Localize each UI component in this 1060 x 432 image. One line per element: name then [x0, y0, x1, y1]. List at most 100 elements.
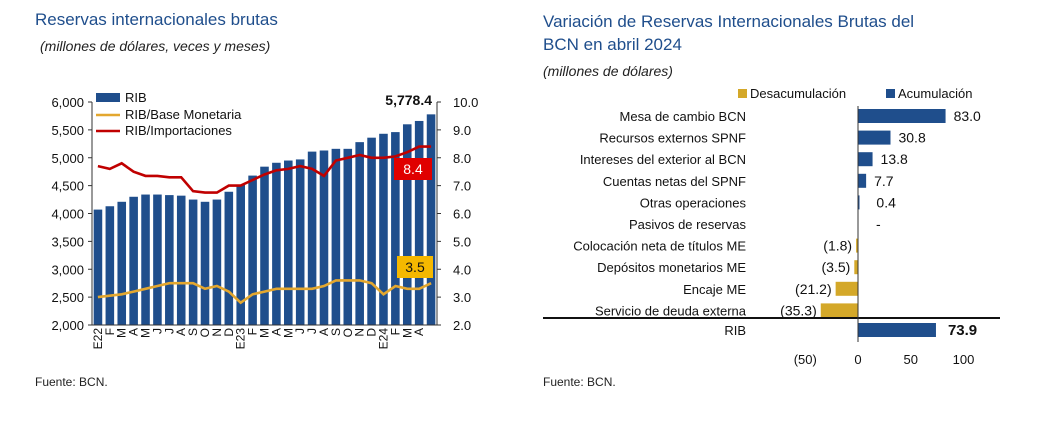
- right-axis-tick-label: 9.0: [453, 123, 471, 138]
- rib-bar: [343, 148, 353, 325]
- rib-bar: [93, 209, 103, 325]
- x-tick-label: M: [139, 328, 153, 338]
- left-chart-subtitle: (millones de dólares, veces y meses): [40, 38, 271, 54]
- x-tick-label: M: [400, 328, 414, 338]
- variation-bar: [820, 303, 858, 318]
- x-tick-label: F: [103, 328, 117, 335]
- variation-bar: [835, 281, 858, 296]
- right-axis-tick-label: 2.0: [453, 318, 471, 333]
- x-tick-label: A: [317, 328, 331, 336]
- x-tick-label: D: [222, 328, 236, 337]
- rib-bar: [414, 120, 424, 325]
- category-label: Otras operaciones: [640, 195, 747, 210]
- right-axis-tick-label: 4.0: [453, 262, 471, 277]
- right-axis-tick-label: 7.0: [453, 179, 471, 194]
- category-label: Encaje ME: [683, 282, 746, 297]
- rib-bar: [141, 194, 150, 325]
- legend-rib-label: RIB: [125, 90, 147, 105]
- variation-bar: [858, 195, 860, 210]
- category-label: Cuentas netas del SPNF: [603, 174, 746, 189]
- rib-bar: [224, 191, 234, 325]
- x-tick-label: M: [115, 328, 129, 338]
- right-chart-title-line2: BCN en abril 2024: [543, 35, 682, 54]
- x-tick-label: M: [281, 328, 295, 338]
- category-label: Pasivos de reservas: [629, 217, 747, 232]
- legend-desacumulacion-label: Desacumulación: [750, 86, 846, 101]
- x-tick-label: J: [293, 328, 307, 334]
- category-label: Mesa de cambio BCN: [620, 109, 746, 124]
- rib-bar: [426, 114, 436, 325]
- rib-bar: [236, 184, 245, 325]
- variation-bar: [858, 152, 873, 167]
- left-chart-title: Reservas internacionales brutas: [35, 10, 278, 29]
- x-tick-label: J: [150, 328, 164, 334]
- total-category-label: RIB: [724, 323, 746, 338]
- value-label: (1.8): [823, 238, 852, 254]
- rib-bar: [391, 132, 400, 325]
- rib-bar: [200, 201, 210, 325]
- legend-base-label: RIB/Base Monetaria: [125, 107, 242, 122]
- rib-bar: [295, 159, 305, 325]
- right-chart-title-line1: Variación de Reservas Internacionales Br…: [543, 12, 915, 31]
- variation-bar: [858, 130, 891, 145]
- x-tick-label: N: [210, 328, 224, 337]
- legend-acumulacion-label: Acumulación: [898, 86, 972, 101]
- rib-bar: [105, 206, 115, 325]
- left-axis-tick-label: 5,000: [51, 151, 84, 166]
- x-tick-label: J: [305, 328, 319, 334]
- x-tick-label: M: [258, 328, 272, 338]
- right-axis-tick-label: 8.0: [453, 151, 471, 166]
- value-label: 13.8: [881, 151, 908, 167]
- right-axis-tick-label: 5.0: [453, 234, 471, 249]
- x-tick-label: A: [127, 328, 141, 336]
- rib-bar: [379, 133, 388, 325]
- rib-bar: [212, 199, 222, 325]
- value-label: (21.2): [795, 281, 832, 297]
- category-label: Recursos externos SPNF: [599, 131, 746, 146]
- value-label: (3.5): [822, 259, 851, 275]
- x-tick-label: E24: [377, 328, 391, 350]
- legend-rib-swatch: [96, 93, 120, 102]
- base-last-value-label: 3.5: [405, 259, 425, 275]
- right-axis-tick-label: 6.0: [453, 207, 471, 222]
- rib-bar: [129, 196, 138, 325]
- value-label: 0.4: [876, 194, 896, 210]
- category-label: Servicio de deuda externa: [595, 303, 747, 318]
- imp-last-value-label: 8.4: [403, 161, 423, 177]
- left-axis-tick-label: 3,000: [51, 262, 84, 277]
- rib-bar: [307, 151, 317, 325]
- variation-bar: [858, 173, 867, 188]
- rib-bar: [284, 160, 293, 325]
- variation-bar: [858, 109, 946, 123]
- right-axis-tick-label: 3.0: [453, 290, 471, 305]
- right-axis-tick-label: 10.0: [453, 95, 478, 110]
- rib-bar: [117, 201, 127, 325]
- x-tick-label: A: [269, 328, 283, 336]
- x-tick-label: A: [412, 328, 426, 336]
- x-tick-label: A: [174, 328, 188, 336]
- value-label: 83.0: [954, 108, 981, 124]
- total-bar: [858, 323, 936, 337]
- x-tick-label: D: [365, 328, 379, 337]
- rib-bar: [260, 166, 269, 325]
- rib-bar: [188, 199, 198, 325]
- rib-bar: [402, 124, 412, 325]
- x-tick-label: F: [246, 328, 260, 335]
- value-label: 7.7: [874, 173, 894, 189]
- rib-bar: [165, 195, 174, 325]
- x-tick-label: E23: [234, 328, 248, 350]
- x-tick-label: J: [162, 328, 176, 334]
- rib-bar: [153, 194, 162, 325]
- legend-desacumulacion-swatch: [738, 89, 747, 98]
- x-tick-label: 0: [854, 352, 861, 367]
- left-axis-tick-label: 4,500: [51, 179, 84, 194]
- right-source-note: Fuente: BCN.: [543, 375, 616, 389]
- value-label: -: [876, 216, 881, 232]
- rib-importaciones-line: [97, 145, 432, 194]
- value-label: 30.8: [898, 130, 925, 146]
- x-tick-label: (50): [794, 352, 817, 367]
- left-axis-tick-label: 2,000: [51, 318, 84, 333]
- left-axis-tick-label: 5,500: [51, 123, 84, 138]
- imp-last-value-box: [394, 158, 432, 180]
